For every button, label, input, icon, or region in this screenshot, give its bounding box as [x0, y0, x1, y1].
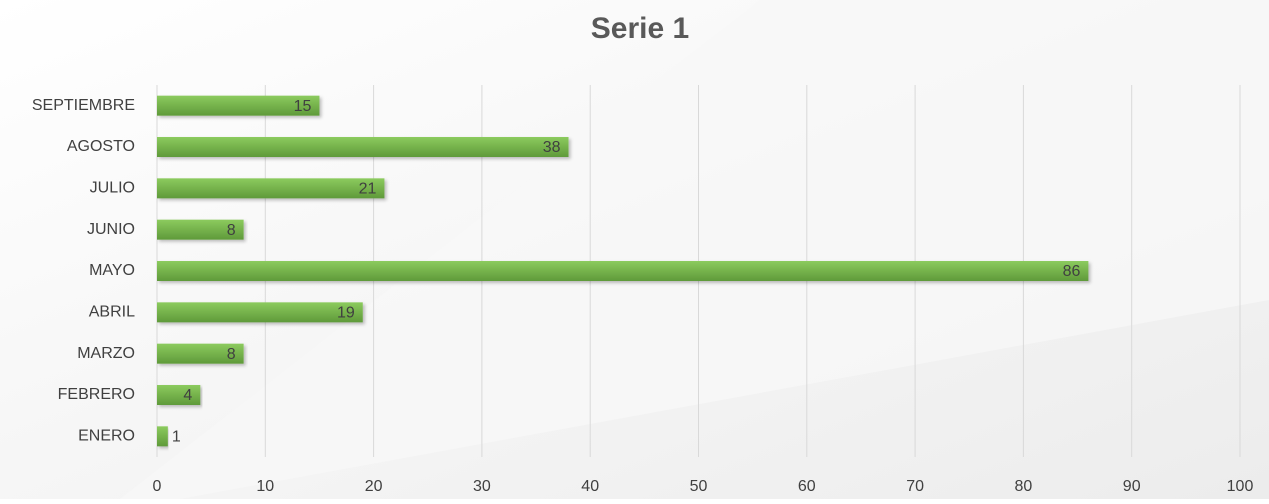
- y-tick-label: MAYO: [89, 262, 135, 279]
- x-tick-label: 80: [1015, 478, 1033, 495]
- x-tick-label: 60: [798, 478, 816, 495]
- x-tick-label: 90: [1123, 478, 1141, 495]
- background-shape: [120, 0, 1269, 499]
- x-tick-label: 0: [153, 478, 162, 495]
- y-tick-label: JUNIO: [87, 221, 135, 238]
- bar: [157, 219, 244, 240]
- y-tick-label: JULIO: [90, 180, 135, 197]
- data-label: 8: [227, 222, 236, 239]
- bar: [157, 261, 1089, 281]
- y-tick-label: FEBRERO: [58, 386, 135, 403]
- x-tick-label: 50: [690, 478, 708, 495]
- data-label: 8: [227, 346, 236, 363]
- data-label: 4: [183, 387, 192, 404]
- x-tick-label: 100: [1227, 478, 1254, 495]
- bar: [157, 426, 168, 447]
- bar: [157, 137, 569, 157]
- x-tick-label: 30: [473, 478, 491, 495]
- bar: [157, 385, 201, 405]
- y-tick-label: SEPTIEMBRE: [32, 97, 135, 114]
- data-label: 1: [172, 429, 181, 446]
- data-label: 15: [294, 98, 312, 115]
- x-tick-label: 20: [365, 478, 383, 495]
- bar: [157, 302, 363, 323]
- chart-title: Serie 1: [591, 12, 689, 45]
- x-tick-label: 10: [256, 478, 274, 495]
- y-tick-label: MARZO: [77, 345, 135, 362]
- bar: [157, 343, 244, 364]
- x-tick-label: 70: [906, 478, 924, 495]
- x-tick-label: 40: [581, 478, 599, 495]
- y-tick-label: AGOSTO: [67, 138, 135, 155]
- bar: [157, 95, 320, 116]
- y-tick-label: ABRIL: [89, 304, 135, 321]
- bar: [157, 178, 385, 199]
- data-label: 38: [543, 139, 561, 156]
- y-tick-label: ENERO: [78, 428, 135, 445]
- data-label: 19: [337, 305, 355, 322]
- data-label: 86: [1063, 263, 1081, 280]
- data-label: 21: [359, 181, 377, 198]
